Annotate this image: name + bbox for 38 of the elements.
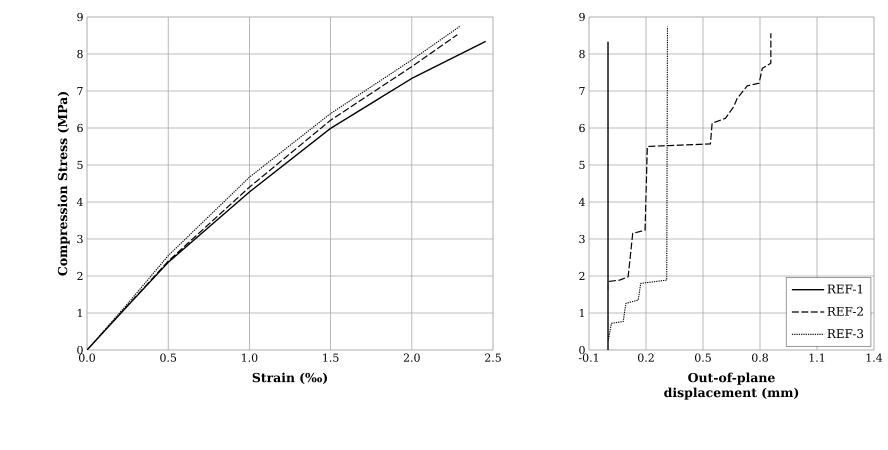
- x-tick-label: 2.0: [404, 354, 420, 362]
- y-tick-label: 3: [579, 234, 585, 244]
- y-tick-label: 7: [77, 87, 83, 95]
- legend-label: REF-3: [828, 329, 864, 338]
- x-tick-label: 0.5: [695, 354, 711, 362]
- x-tick-label: 1.1: [810, 354, 824, 362]
- y-tick-label: 3: [77, 234, 83, 244]
- legend-label: REF-2: [828, 306, 863, 316]
- y-tick-label: 9: [77, 12, 83, 22]
- x-axis-title: Strain (‰): [252, 372, 327, 384]
- y-tick-label: 1: [580, 308, 584, 318]
- y-tick-label: 2: [579, 272, 584, 280]
- x-tick-label: 1.5: [323, 354, 338, 362]
- y-tick-label: 0: [579, 346, 585, 354]
- y-tick-label: 5: [77, 160, 83, 170]
- y-tick-label: 4: [578, 198, 585, 206]
- x-tick-label: 0.2: [638, 354, 654, 362]
- x-tick-label: 2.5: [485, 354, 501, 362]
- y-tick-label: 6: [579, 124, 585, 132]
- x-tick-label: 1.4: [866, 354, 882, 362]
- y-axis-title: Compression Stress (MPa): [58, 92, 70, 276]
- y-tick-label: 2: [77, 272, 82, 280]
- y-tick-label: 8: [77, 50, 83, 58]
- x-tick-label: 0.0: [79, 354, 95, 362]
- legend-label: REF-1: [828, 284, 862, 294]
- x-tick-label: 1.0: [242, 354, 258, 362]
- y-tick-label: 7: [579, 87, 585, 95]
- y-tick-label: 5: [579, 160, 585, 170]
- x-tick-label: 0.5: [160, 354, 176, 362]
- y-tick-label: 9: [579, 12, 585, 22]
- y-tick-label: 6: [77, 124, 83, 132]
- y-tick-label: 0: [77, 346, 83, 354]
- y-tick-label: 4: [76, 198, 83, 206]
- x-tick-label: -0.1: [578, 354, 598, 362]
- y-tick-label: 1: [78, 308, 82, 318]
- x-tick-label: 0.8: [752, 354, 768, 362]
- x-axis-title: Out-of-plane displacement (mm): [664, 372, 798, 400]
- y-tick-label: 8: [579, 50, 585, 58]
